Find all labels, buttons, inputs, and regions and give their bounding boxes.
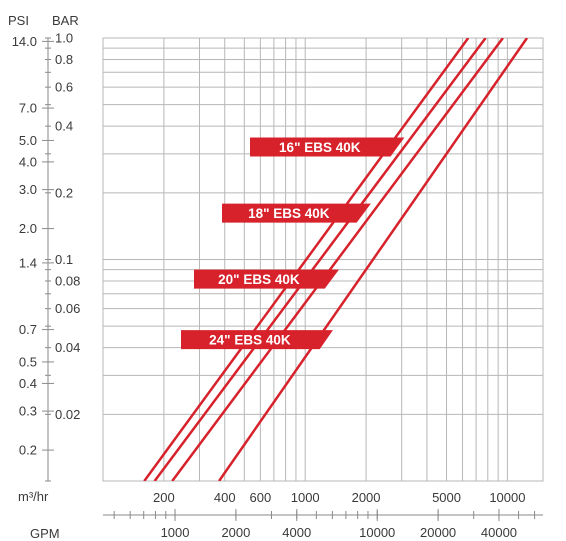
series-lines: [143, 38, 529, 481]
gpm-tick-label: 10000: [359, 525, 395, 540]
bar-tick-label: 0.2: [55, 185, 73, 200]
m3hr-tick-label: 10000: [489, 490, 525, 505]
gpm-tick-label: 20000: [420, 525, 456, 540]
gpm-tick-label: 40000: [481, 525, 517, 540]
m3hr-unit-label: m³/hr: [18, 489, 49, 504]
psi-tick-label: 0.7: [19, 322, 37, 337]
m3hr-tick-label: 1000: [291, 490, 320, 505]
series-line: [218, 38, 529, 481]
m3hr-tick-label: 200: [153, 490, 175, 505]
psi-tick-label: 4.0: [19, 154, 37, 169]
bar-tick-label: 0.8: [55, 52, 73, 67]
grid: [102, 37, 544, 482]
m3hr-tick-label: 2000: [352, 490, 381, 505]
bar-tick-label: 0.02: [55, 407, 80, 422]
psi-tick-label: 2.0: [19, 221, 37, 236]
series-label: 24" EBS 40K: [209, 333, 291, 348]
m3hr-tick-label: 600: [249, 490, 271, 505]
bar-tick-label: 0.6: [55, 80, 73, 95]
series-label: 20" EBS 40K: [218, 272, 300, 287]
bar-tick-label: 0.04: [55, 340, 80, 355]
m3hr-tick-label: 5000: [432, 490, 461, 505]
psi-tick-label: 0.4: [19, 376, 37, 391]
bar-tick-label: 0.08: [55, 273, 80, 288]
psi-tick-label: 1.4: [19, 255, 37, 270]
psi-tick-label: 3.0: [19, 182, 37, 197]
bar-tick-label: 0.1: [55, 252, 73, 267]
bar-tick-label: 1.0: [55, 31, 73, 46]
bar-unit-label: BAR: [52, 13, 79, 28]
series-banner: [194, 269, 339, 289]
psi-tick-label: 0.5: [19, 354, 37, 369]
series-line: [143, 38, 470, 481]
axes: 14.0 7.0 5.0 4.0 3.0 2.0 1.4 0.7 0.5 0.4 0.3 0.2 1.0…: [12, 31, 543, 540]
series-label: 16" EBS 40K: [279, 140, 361, 155]
m3hr-tick-label: 400: [214, 490, 236, 505]
gpm-tick-label: 2000: [221, 525, 250, 540]
psi-tick-label: 0.2: [19, 443, 37, 458]
series-banner: [250, 137, 405, 157]
gpm-tick-label: 1000: [161, 525, 190, 540]
series-line: [153, 38, 487, 481]
psi-tick-label: 5.0: [19, 133, 37, 148]
gpm-unit-label: GPM: [30, 526, 60, 541]
series-label: 18" EBS 40K: [248, 206, 330, 221]
bar-tick-label: 0.4: [55, 119, 73, 134]
psi-tick-label: 7.0: [19, 101, 37, 116]
psi-tick-label: 0.3: [19, 404, 37, 419]
series-banner: [181, 330, 333, 350]
psi-unit-label: PSI: [8, 13, 29, 28]
bar-tick-label: 0.06: [55, 301, 80, 316]
series-banner: [222, 203, 371, 223]
gpm-tick-label: 4000: [282, 525, 311, 540]
series-line: [171, 38, 504, 481]
series-labels: 16" EBS 40K 18" EBS 40K 20" EBS 40K 24" EBS…: [181, 137, 405, 350]
psi-tick-label: 14.0: [12, 34, 37, 49]
